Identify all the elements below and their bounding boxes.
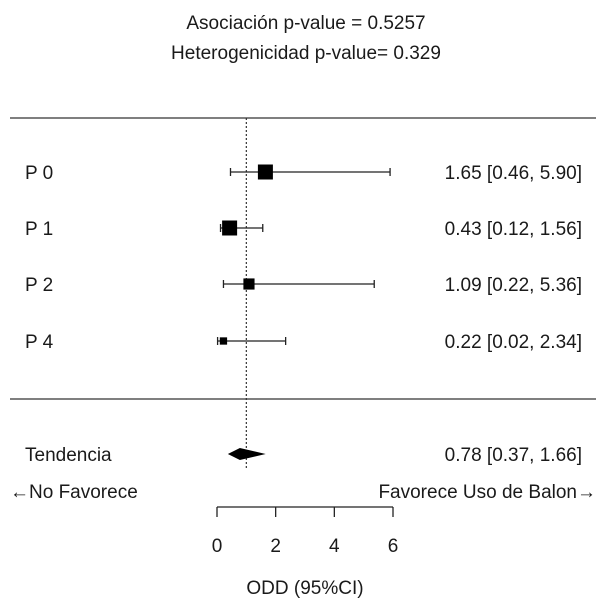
point-estimate-marker	[243, 278, 255, 290]
study-row: P 0 1.65 [0.46, 5.90]	[25, 163, 582, 184]
x-tick-label: 0	[212, 536, 223, 557]
study-label: P 2	[25, 275, 53, 296]
point-estimate-marker	[257, 164, 273, 180]
x-axis-label: ODD (95%CI)	[246, 578, 363, 599]
point-estimate-marker	[222, 220, 238, 236]
favors-right-label: Favorece Uso de Balon→	[378, 482, 596, 503]
study-label: P 4	[25, 332, 54, 353]
ci-text: 1.65 [0.46, 5.90]	[445, 163, 582, 184]
title-line-1: Asociación p-value = 0.5257	[186, 13, 425, 34]
study-row: P 1 0.43 [0.12, 1.56]	[25, 219, 582, 240]
favors-left-label: ←No Favorece	[10, 482, 138, 503]
x-tick-label: 2	[270, 536, 281, 557]
study-rows: P 0 1.65 [0.46, 5.90] P 1 0.43 [0.12, 1.56]…	[25, 163, 582, 353]
summary-label: Tendencia	[25, 445, 112, 466]
ci-text: 1.09 [0.22, 5.36]	[445, 275, 582, 296]
x-tick-label: 4	[329, 536, 340, 557]
ci-text: 0.22 [0.02, 2.34]	[445, 332, 582, 353]
study-row: P 4 0.22 [0.02, 2.34]	[25, 332, 582, 353]
summary-row: Tendencia 0.78 [0.37, 1.66]	[25, 445, 582, 466]
x-axis: 0 2 4 6	[212, 506, 399, 557]
x-tick-label: 6	[388, 536, 399, 557]
summary-diamond	[227, 448, 266, 460]
study-label: P 0	[25, 163, 53, 184]
point-estimate-marker	[219, 337, 228, 345]
title-line-2: Heterogenicidad p-value= 0.329	[171, 43, 441, 64]
ci-text: 0.43 [0.12, 1.56]	[445, 219, 582, 240]
study-row: P 2 1.09 [0.22, 5.36]	[25, 275, 582, 296]
study-label: P 1	[25, 219, 53, 240]
summary-ci-text: 0.78 [0.37, 1.66]	[445, 445, 582, 466]
